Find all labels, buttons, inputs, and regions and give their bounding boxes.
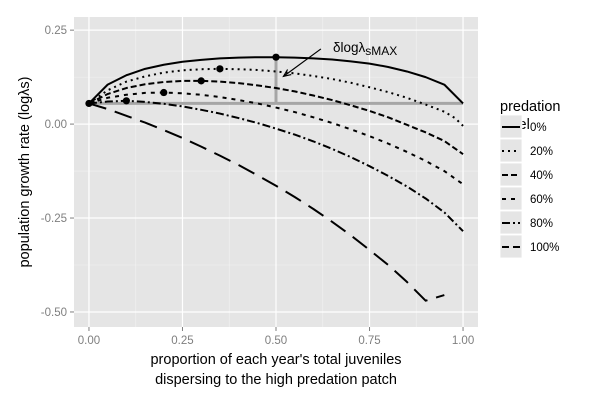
legend: predation level 0%20%40%60%80%100%: [499, 99, 560, 259]
y-axis-ticks: -0.50 -0.25 0.00 0.25: [41, 25, 74, 319]
x-axis-ticks: 0.00 0.25 0.50 0.75 1.00: [78, 327, 474, 347]
x-tick-label: 0.00: [78, 335, 100, 347]
max-point: [160, 88, 168, 97]
series-line-80pct: [88, 99, 464, 232]
y-tick-label: -0.50: [41, 307, 67, 319]
series-line-20pct: [88, 67, 464, 127]
y-tick-label: 0.00: [45, 119, 67, 131]
annotation-label: δlogλsMAX: [333, 40, 397, 58]
y-tick-label: -0.25: [41, 213, 67, 225]
legend-items: 0% 20% 40% 60% 80% 100%: [499, 114, 559, 259]
legend-key-bg: [499, 210, 523, 235]
series-line-40pct: [88, 79, 464, 155]
x-tick-label: 0.50: [265, 335, 287, 347]
annotation-arrow-shaft: [283, 48, 322, 77]
legend-label-100pct: 100%: [530, 242, 559, 254]
max-point: [272, 53, 280, 61]
legend-key-bg: [499, 138, 523, 163]
legend-label-80pct: 80%: [530, 218, 553, 230]
legend-key-bg: [499, 234, 523, 259]
y-tick-label: 0.25: [45, 25, 67, 37]
series-line-100pct: [88, 102, 445, 302]
legend-label-60pct: 60%: [530, 194, 553, 206]
annotation-arrow-head: [282, 69, 292, 78]
max-point: [85, 99, 93, 108]
series-line-60pct: [88, 91, 464, 186]
x-tick-label: 0.25: [171, 335, 193, 347]
annotation: δlogλsMAX: [282, 40, 397, 78]
grid: [74, 17, 478, 327]
y-axis-title: population growth rate (logλs): [17, 76, 33, 267]
max-point: [216, 65, 224, 73]
x-axis-title-line1: proportion of each year's total juvenile…: [150, 352, 401, 368]
max-points: [85, 53, 280, 108]
legend-label-20pct: 20%: [530, 146, 553, 158]
legend-label-40pct: 40%: [530, 170, 553, 182]
reference-lines: [88, 57, 464, 105]
legend-title-line1: predation: [500, 99, 560, 115]
x-tick-label: 0.75: [358, 335, 380, 347]
x-tick-label: 1.00: [452, 335, 474, 347]
x-axis-title-line2: dispersing to the high predation patch: [155, 372, 397, 388]
max-point: [122, 97, 130, 105]
max-point: [197, 77, 205, 85]
legend-label-0pct: 0%: [530, 122, 547, 134]
